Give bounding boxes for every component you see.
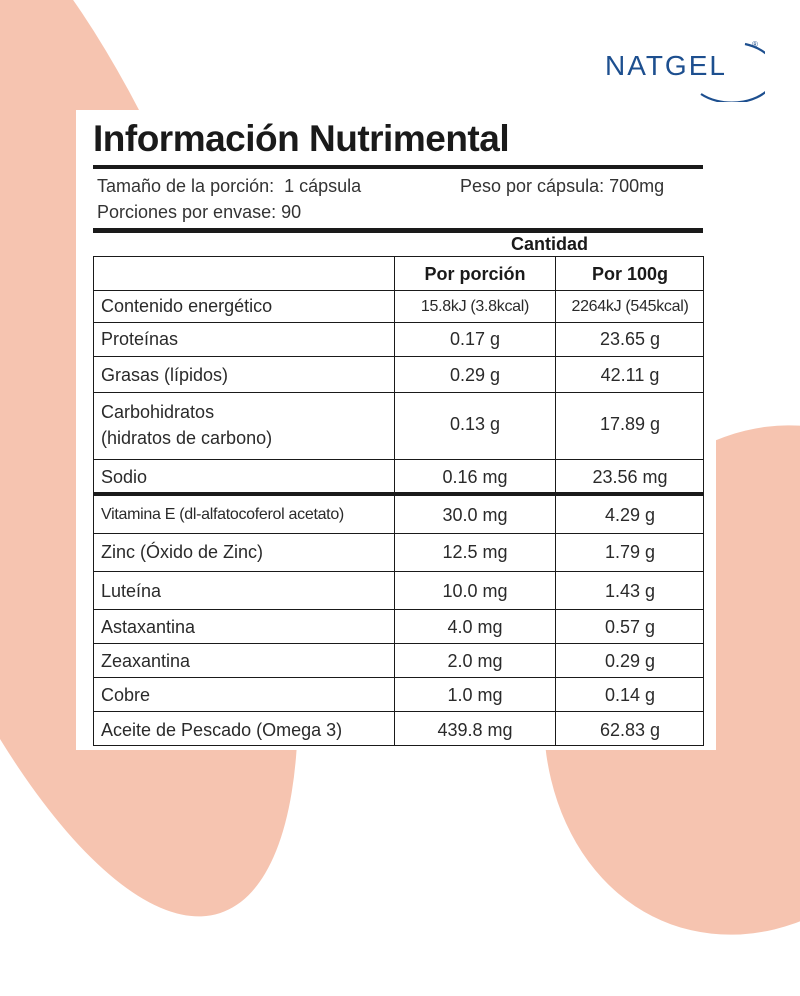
per-serving-value: 439.8 mg [437, 720, 513, 740]
capsule-weight: Peso por cápsula: 700mg [460, 176, 664, 197]
nutrient-name: Astaxantina [101, 617, 196, 637]
serving-size: Tamaño de la porción: 1 cápsula [97, 176, 361, 197]
section-rule [93, 492, 703, 496]
per-100g-value: 17.89 g [599, 414, 661, 434]
nutrient-name: Luteína [101, 581, 162, 601]
row-divider [93, 322, 703, 323]
per-serving-value: 10.0 mg [442, 581, 508, 601]
row-divider [93, 609, 703, 610]
per-100g-value: 0.29 g [604, 651, 656, 671]
nutrient-name: Cobre [101, 685, 151, 705]
servings-per-container: Porciones por envase: 90 [97, 202, 301, 223]
per-serving-value: 2.0 mg [447, 651, 503, 671]
per-100g-value: 1.43 g [604, 581, 656, 601]
nutrient-name: Vitamina E (dl-alfatocoferol acetato) [101, 506, 344, 523]
per-100g-value: 1.79 g [604, 542, 656, 562]
row-divider [93, 677, 703, 678]
per-serving-value: 0.29 g [449, 365, 501, 385]
col-per-serving-header: Por porción [424, 264, 526, 284]
row-divider [93, 290, 703, 291]
row-divider [93, 356, 703, 357]
title-rule [93, 165, 703, 169]
nutrient-name: Contenido energético [101, 296, 273, 316]
row-divider [93, 392, 703, 393]
nutrient-name: Zeaxantina [101, 651, 191, 671]
serving-size-value: 1 cápsula [284, 176, 362, 196]
table-bottom-border [93, 745, 703, 746]
nutrient-name-line2: (hidratos de carbono) [101, 428, 273, 448]
per-serving-value: 0.16 mg [442, 467, 508, 487]
per-100g-value: 42.11 g [600, 365, 660, 385]
brand-name: NATGEL [605, 50, 727, 81]
per-100g-value: 4.29 g [604, 505, 656, 525]
page-title: Información Nutrimental [93, 118, 510, 159]
nutrient-name: Sodio [101, 467, 148, 487]
per-serving-value: 4.0 mg [447, 617, 503, 637]
per-serving-value: 12.5 mg [442, 542, 508, 562]
per-serving-value: 0.17 g [449, 329, 501, 349]
row-divider [93, 256, 703, 257]
registered-mark: ® [752, 40, 758, 49]
capsule-weight-label: Peso por cápsula: [460, 176, 605, 196]
natgel-logo: NATGEL ® [605, 36, 765, 102]
logo-swoosh-icon [700, 42, 765, 102]
per-serving-value: 30.0 mg [442, 505, 508, 525]
per-100g-value: 0.57 g [604, 617, 656, 637]
header-rule [93, 228, 703, 233]
per-serving-value: 0.13 g [449, 414, 501, 434]
nutrient-name: Zinc (Óxido de Zinc) [101, 542, 264, 562]
servings-label: Porciones por envase: [97, 202, 277, 222]
per-serving-value: 15.8kJ (3.8kcal) [420, 298, 530, 315]
per-100g-value: 62.83 g [599, 720, 661, 740]
table-border-left [93, 256, 94, 746]
quantity-header: Cantidad [510, 234, 588, 254]
serving-size-label: Tamaño de la porción: [97, 176, 275, 196]
nutrient-name: Carbohidratos [101, 402, 215, 422]
per-100g-value: 23.56 mg [592, 467, 668, 487]
row-divider [93, 533, 703, 534]
row-divider [93, 571, 703, 572]
table-border-right [703, 256, 704, 746]
capsule-weight-value: 700mg [609, 176, 665, 196]
row-divider [93, 459, 703, 460]
row-divider [93, 643, 703, 644]
row-divider [93, 711, 703, 712]
per-100g-value: 23.65 g [599, 329, 661, 349]
per-100g-value: 2264kJ (545kcal) [571, 298, 689, 315]
per-serving-value: 1.0 mg [447, 685, 503, 705]
per-100g-value: 0.14 g [604, 685, 656, 705]
nutrient-name: Grasas (lípidos) [101, 365, 229, 385]
col-per-100g-header: Por 100g [591, 264, 669, 284]
column-divider [555, 256, 556, 746]
column-divider [394, 256, 395, 746]
nutrient-name: Aceite de Pescado (Omega 3) [101, 720, 343, 740]
servings-value: 90 [281, 202, 302, 222]
nutrient-name: Proteínas [101, 329, 179, 349]
